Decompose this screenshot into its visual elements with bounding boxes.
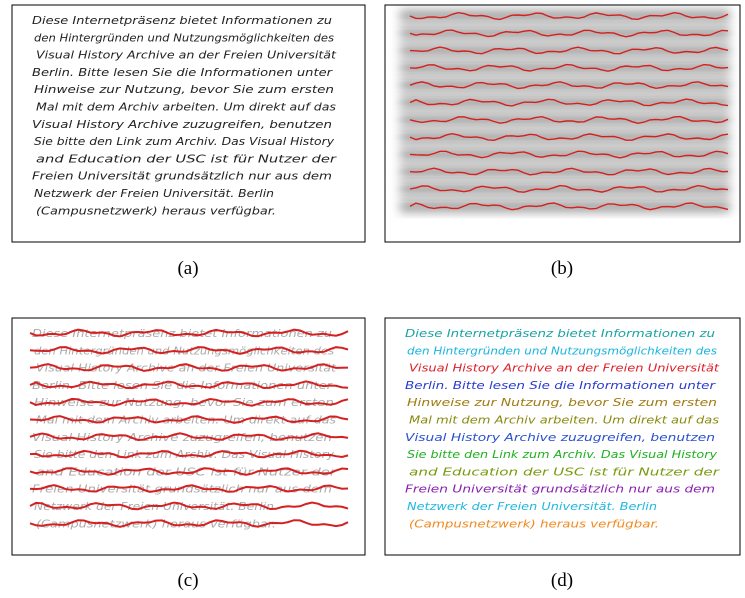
text-line-estimate xyxy=(409,11,729,21)
text-line-estimate xyxy=(409,63,729,72)
handwritten-line: Visual History Archive an der Freien Uni… xyxy=(409,362,720,375)
blur-blob xyxy=(400,165,730,178)
blur-blob xyxy=(400,79,730,92)
blur-blob xyxy=(400,96,730,109)
handwritten-line: Freien Universität grundsätzlich nur aus… xyxy=(405,483,715,496)
handwritten-line: Diese Internetpräsenz bietet Information… xyxy=(405,327,715,340)
text-line-estimate xyxy=(409,132,729,142)
handwritten-line: (Campusnetzwerk) heraus verfügbar. xyxy=(36,204,276,217)
text-line-segmentation xyxy=(29,519,349,528)
text-line-estimate xyxy=(409,46,729,55)
handwritten-line: Visual History Archive zuzugreifen, benu… xyxy=(32,118,332,131)
text-line-segmentation xyxy=(29,328,349,338)
blur-blob xyxy=(400,131,730,144)
handwritten-line: Mal mit dem Archiv arbeiten. Um direkt a… xyxy=(36,101,336,114)
text-line-segmentation xyxy=(29,501,349,511)
text-line-segmentation xyxy=(29,449,349,459)
handwritten-line: den Hintergründen und Nutzungsmöglichkei… xyxy=(34,31,334,44)
text-line-segmentation xyxy=(29,397,349,407)
blur-blob xyxy=(400,61,730,74)
blur-blob xyxy=(400,27,730,40)
text-line-estimate xyxy=(409,150,729,159)
handwritten-line: Freien Universität grundsätzlich nur aus… xyxy=(32,483,332,496)
blur-blob xyxy=(400,10,730,22)
text-line-segmentation xyxy=(29,415,349,424)
handwritten-line: Berlin. Bitte lesen Sie die Informatione… xyxy=(405,379,717,392)
handwritten-line: Netzwerk der Freien Universität. Berlin xyxy=(34,187,274,200)
text-line-segmentation xyxy=(29,467,349,476)
text-line-segmentation xyxy=(29,363,349,372)
text-line-segmentation xyxy=(29,380,349,390)
handwritten-line: Sie bitte den Link zum Archiv. Das Visua… xyxy=(34,135,335,148)
caption: (d) xyxy=(551,570,573,591)
text-line-estimate xyxy=(409,29,729,38)
handwritten-line: and Education der USC ist für Nutzer der xyxy=(36,152,338,165)
handwritten-line: Hinweise zur Nutzung, bevor Sie zum erst… xyxy=(34,83,334,96)
handwritten-line: Hinweise zur Nutzung, bevor Sie zum erst… xyxy=(407,396,717,409)
handwritten-line: Netzwerk der Freien Universität. Berlin xyxy=(407,500,657,513)
handwritten-line: Diese Internetpräsenz bietet Information… xyxy=(32,14,332,27)
caption: (c) xyxy=(177,570,198,591)
handwritten-line: den Hintergründen und Nutzungsmöglichkei… xyxy=(407,344,717,357)
handwritten-line: (Campusnetzwerk) heraus verfügbar. xyxy=(409,517,659,530)
panel-a xyxy=(11,4,366,243)
text-line-segmentation xyxy=(29,484,349,493)
handwritten-line: (Campusnetzwerk) heraus verfügbar. xyxy=(36,517,276,530)
text-line-estimate xyxy=(409,98,729,107)
handwritten-line: Visual History Archive an der Freien Uni… xyxy=(36,49,337,62)
blur-blob xyxy=(400,183,730,195)
caption: (a) xyxy=(177,258,198,279)
blur-blob xyxy=(400,113,730,126)
text-line-estimate xyxy=(409,184,729,193)
handwritten-line: Mal mit dem Archiv arbeiten. Um direkt a… xyxy=(36,414,336,427)
handwritten-line: Freien Universität grundsätzlich nur aus… xyxy=(32,170,332,183)
handwritten-line: Sie bitte den Link zum Archiv. Das Visua… xyxy=(407,448,718,461)
text-line-estimate xyxy=(409,167,729,176)
handwritten-line: and Education der USC ist für Nutzer der xyxy=(409,465,721,478)
text-line-segmentation xyxy=(29,346,349,355)
panel-content: Diese Internetpräsenz bietet Information… xyxy=(29,10,730,530)
text-line-segmentation xyxy=(29,432,349,442)
handwritten-line: Mal mit dem Archiv arbeiten. Um direkt a… xyxy=(409,414,719,427)
text-line-estimate xyxy=(409,81,729,90)
handwritten-line: Visual History Archive zuzugreifen, benu… xyxy=(405,431,715,444)
caption: (b) xyxy=(551,258,573,279)
blur-blob xyxy=(400,148,730,161)
text-line-estimate xyxy=(409,202,729,211)
handwritten-line: Berlin. Bitte lesen Sie die Informatione… xyxy=(32,66,334,79)
panel-d xyxy=(384,317,741,556)
text-line-estimate xyxy=(409,115,729,125)
